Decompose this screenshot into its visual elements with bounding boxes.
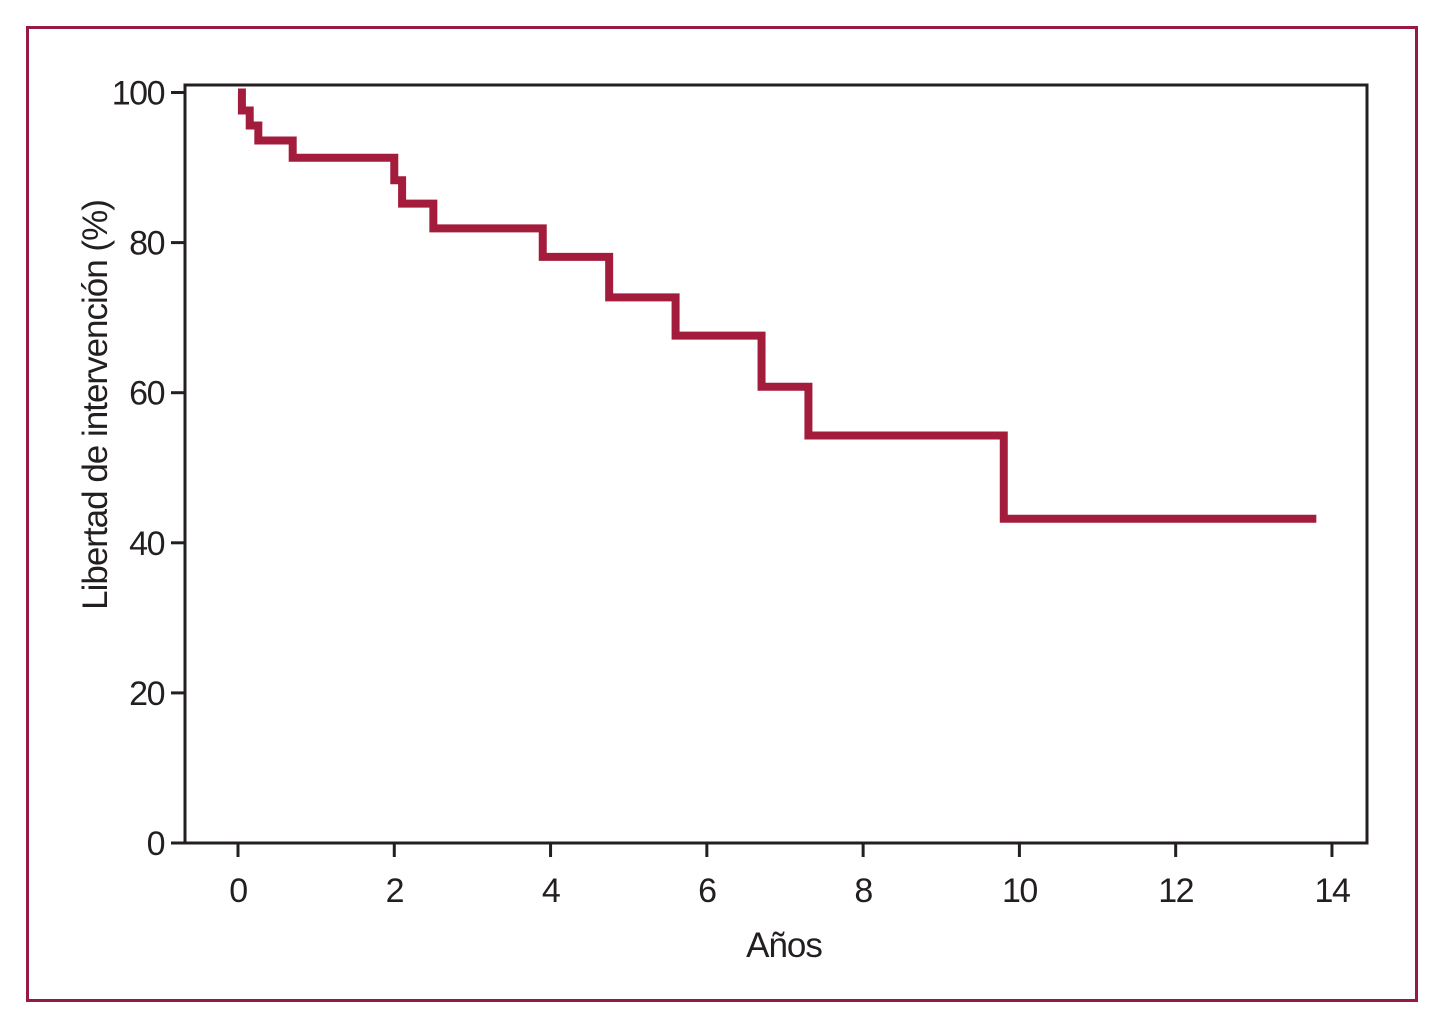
x-tick-label: 12 <box>1158 872 1193 910</box>
x-tick-label: 4 <box>542 872 560 910</box>
x-tick-label: 0 <box>229 872 247 910</box>
x-axis-label: Años <box>746 926 822 965</box>
x-tick-label: 14 <box>1315 872 1350 910</box>
survival-curve <box>237 88 1317 523</box>
x-tick-label: 8 <box>854 872 872 910</box>
x-tick-label: 6 <box>698 872 716 910</box>
plot-layer: 0 2 4 6 8 10 12 14 0 20 40 60 80 100 <box>112 75 1369 910</box>
y-tick-label: 0 <box>147 825 165 863</box>
y-tick-label: 100 <box>112 75 165 113</box>
figure-border-frame <box>26 26 1418 1002</box>
y-tick-label: 60 <box>129 375 164 413</box>
y-tick-label: 20 <box>129 675 164 713</box>
plot-box <box>183 83 1369 845</box>
x-tick-label: 2 <box>386 872 404 910</box>
y-tick-label: 80 <box>129 225 164 263</box>
x-tick-label: 10 <box>1002 872 1037 910</box>
y-axis-label: Libertad de intervención (%) <box>76 200 115 610</box>
y-tick-label: 40 <box>129 525 164 563</box>
